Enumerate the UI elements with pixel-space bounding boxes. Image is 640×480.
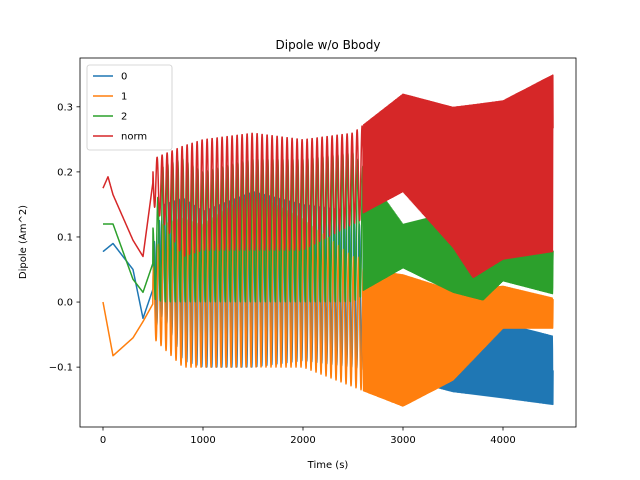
legend-label: norm	[121, 132, 147, 143]
y-tick-label: 0.1	[57, 232, 73, 243]
legend: 0 1 2 norm	[86, 64, 173, 151]
x-tick-label: 0	[100, 435, 106, 446]
legend-label: 1	[121, 92, 127, 103]
y-tick-label: 0.2	[57, 167, 73, 178]
x-tick-label: 4000	[490, 435, 515, 446]
x-tick-label: 2000	[290, 435, 315, 446]
y-axis-label: Dipole (Am^2)	[18, 205, 29, 279]
y-tick-label: 0.0	[57, 298, 73, 309]
x-axis-label: Time (s)	[307, 460, 349, 471]
chart-title: Dipole w/o Bbody	[276, 38, 381, 52]
plot-frame	[79, 57, 577, 428]
legend-frame	[86, 64, 173, 151]
x-tick-label: 1000	[190, 435, 215, 446]
plot-area	[102, 74, 554, 407]
legend-label: 2	[121, 112, 127, 123]
x-tick-label: 3000	[390, 435, 415, 446]
legend-label: 0	[121, 72, 127, 83]
y-tick-label: −0.1	[49, 363, 73, 374]
y-tick-label: 0.3	[57, 102, 73, 113]
series-line-norm	[102, 74, 554, 279]
axis-ticks: 0 1000 2000 3000 4000 −0.1 0.0 0.1 0.2 0.3	[49, 102, 516, 446]
